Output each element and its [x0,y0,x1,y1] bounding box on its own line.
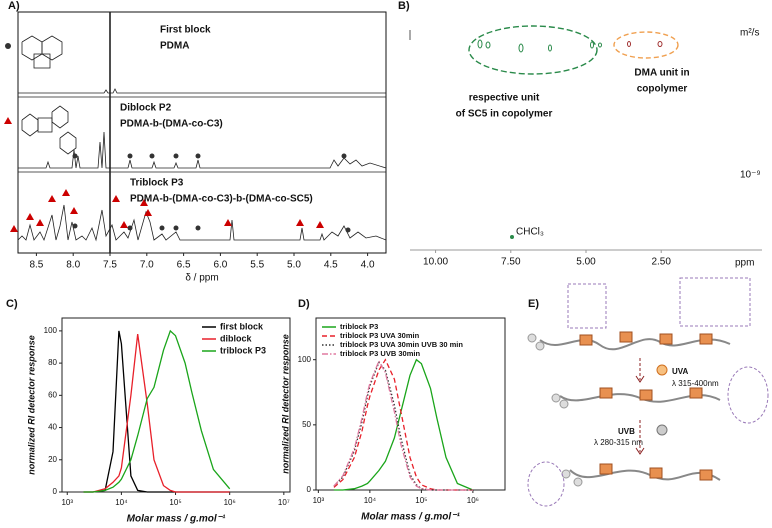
y-axis-label: 10⁻⁹ [740,170,761,181]
x-tick-label: 6.5 [177,260,191,271]
y-tick-label: 60 [48,390,57,399]
annotation: UVA [672,367,689,376]
legend-label: triblock P3 UVA 30min UVB 30 min [340,340,463,349]
spectrum-label: Diblock P2 [120,103,172,114]
x-tick-label: 7.50 [501,257,521,268]
y-tick-label: 20 [48,455,57,464]
x-tick-label: 10⁵ [415,496,427,505]
panel-label: E) [528,298,539,310]
spectrum-label: Triblock P3 [130,178,184,189]
x-tick-label: 6.0 [213,260,227,271]
x-tick-label: 5.5 [250,260,264,271]
y-tick-label: 40 [48,423,57,432]
dosy-panel [409,25,762,251]
y-axis-label: normalized RI detector response [280,334,290,474]
x-tick-label: 10⁶ [224,498,236,507]
annotation: of SC5 in copolymer [456,109,553,120]
panel-label: D) [298,298,310,310]
series-line [83,329,231,493]
x-axis-label: Molar mass / g.mol⁻¹ [361,512,460,523]
x-tick-label: 5.0 [287,260,301,271]
x-axis-label: Molar mass / g.mol⁻¹ [127,514,226,525]
x-tick-label: 10³ [61,498,73,507]
y-tick-label: 0 [307,485,312,494]
x-tick-label: 10³ [313,496,325,505]
legend-label: first block [220,321,264,331]
x-tick-label: 2.50 [651,257,671,268]
legend-label: triblock P3 UVB 30min [340,349,420,358]
series-line [333,359,473,491]
x-tick-label: 7.0 [140,260,154,271]
spectrum-label: First block [160,25,211,36]
annotation: λ 280-315 nm [594,438,643,447]
spectrum-label: PDMA-b-(DMA-co-C3)-b-(DMA-co-SC5) [130,194,313,205]
x-tick-label: 10⁴ [364,496,377,505]
plot-frame [61,317,291,493]
y-tick-label: 100 [44,326,58,335]
nmr-markers [4,43,351,233]
x-tick-label: 4.0 [361,260,375,271]
panel-label: B) [398,0,410,12]
plot-frame [315,317,506,491]
x-tick-label: 10.00 [423,257,448,268]
x-tick-label: 7.5 [103,260,117,271]
annotation: CHCl₃ [516,227,544,238]
x-tick-label: 10⁶ [467,496,479,505]
spectrum-label: PDMA [160,41,189,52]
annotation: UVB [618,427,635,436]
x-tick-label: 10⁵ [169,498,181,507]
x-tick-label: 10⁷ [278,498,290,507]
nmr-panel [17,11,387,254]
series-line [333,358,474,491]
annotation: DMA unit in [634,68,689,79]
legend-label: triblock P3 [340,322,378,331]
series-line [333,361,473,491]
legend-label: triblock P3 [220,345,266,355]
scheme [527,277,769,507]
x-tick-label: 4.5 [324,260,338,271]
x-tick-label: 5.00 [576,257,596,268]
x-axis-label: δ / ppm [185,273,218,284]
y-tick-label: 0 [53,487,58,496]
y-tick-label: 50 [302,420,311,429]
series-line [83,334,230,493]
panel-label: C) [6,298,18,310]
legend-label: triblock P3 UVA 30min [340,331,420,340]
y-tick-label: 80 [48,358,57,367]
y-tick-label: 100 [298,355,312,364]
spectrum-label: PDMA-b-(DMA-co-C3) [120,119,223,130]
x-tick-label: 8.0 [66,260,80,271]
annotation: λ 315-400nm [672,379,719,388]
legend-label: diblock [220,333,252,343]
panel-label: A) [8,0,20,12]
x-axis-label: ppm [735,258,754,269]
y-axis-label: normalized RI detector response [26,335,36,475]
annotation: copolymer [637,84,688,95]
annotation: respective unit [469,93,540,104]
x-tick-label: 8.5 [29,260,43,271]
y-unit: m²/s [740,28,759,39]
x-tick-label: 10⁴ [115,498,128,507]
